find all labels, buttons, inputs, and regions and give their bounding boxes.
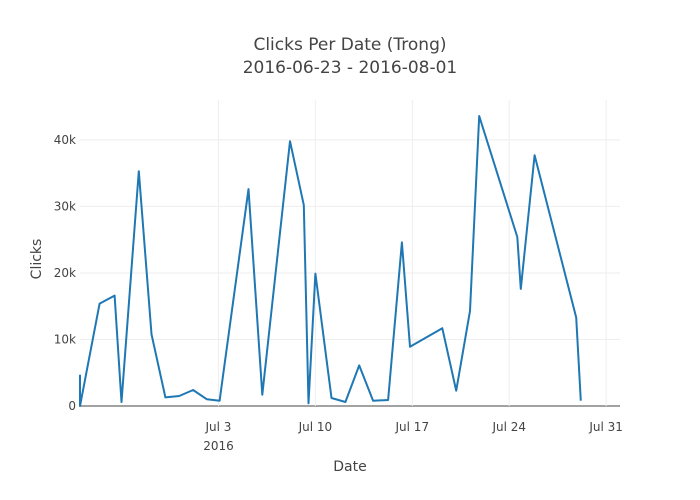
- data-point: [357, 363, 362, 368]
- x-axis-ticks: Jul 3 2016 Jul 10 Jul 17 Jul 24 Jul 31: [203, 420, 623, 453]
- data-point: [149, 332, 154, 337]
- data-point: [371, 398, 376, 403]
- data-point: [204, 397, 209, 402]
- y-tick-label: 0: [68, 399, 76, 413]
- x-tick-label: Jul 3: [204, 420, 231, 434]
- data-point: [97, 301, 102, 306]
- data-point: [386, 398, 391, 403]
- data-point: [515, 235, 520, 240]
- data-point: [301, 203, 306, 208]
- data-point: [399, 240, 404, 245]
- data-point: [78, 372, 83, 377]
- data-point: [532, 153, 537, 158]
- y-axis-title: Clicks: [29, 239, 45, 280]
- y-tick-label: 10k: [54, 332, 76, 346]
- x-tick-label: Jul 10: [298, 420, 333, 434]
- data-point: [260, 392, 265, 397]
- data-point: [119, 400, 124, 405]
- data-point: [191, 388, 196, 393]
- x-tick-sublabel: 2016: [203, 439, 234, 453]
- series-layer: [78, 113, 583, 409]
- x-tick-label: Jul 31: [588, 420, 623, 434]
- data-point: [288, 139, 293, 144]
- data-point: [136, 169, 141, 174]
- x-axis-title: Date: [333, 459, 366, 475]
- data-point: [217, 398, 222, 403]
- data-point: [246, 187, 251, 192]
- y-axis-ticks: 0 10k 20k 30k 40k: [54, 133, 76, 413]
- x-tick-label: Jul 24: [491, 420, 526, 434]
- x-tick-label: Jul 17: [395, 420, 430, 434]
- data-point: [78, 404, 83, 409]
- data-point: [477, 113, 482, 118]
- data-point: [306, 401, 311, 406]
- data-point: [468, 308, 473, 313]
- gridlines: [80, 100, 620, 407]
- chart-title: Clicks Per Date (Trong): [253, 35, 446, 55]
- data-point: [440, 326, 445, 331]
- data-point: [408, 344, 413, 349]
- data-point: [163, 395, 168, 400]
- data-point: [112, 293, 117, 298]
- chart-subtitle: 2016-06-23 - 2016-08-01: [243, 58, 458, 78]
- clicks-series-line: [79, 115, 582, 407]
- data-point: [578, 398, 583, 403]
- data-point: [313, 271, 318, 276]
- y-tick-label: 30k: [54, 199, 76, 213]
- y-tick-label: 40k: [54, 133, 76, 147]
- data-point: [343, 400, 348, 405]
- data-point: [177, 394, 182, 399]
- data-point: [518, 286, 523, 291]
- y-tick-label: 20k: [54, 266, 76, 280]
- data-point: [574, 315, 579, 320]
- data-point: [329, 396, 334, 401]
- data-point: [454, 388, 459, 393]
